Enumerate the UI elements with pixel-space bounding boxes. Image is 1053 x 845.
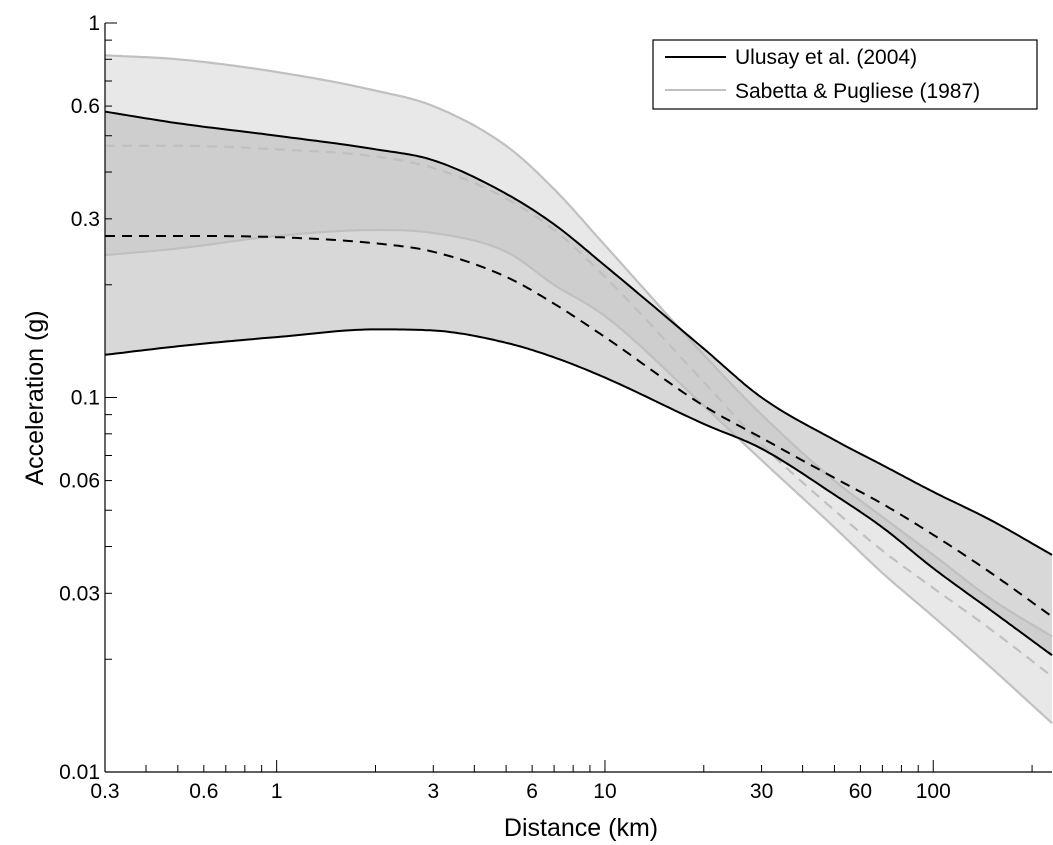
x-tick-label: 6 [526, 780, 538, 803]
legend-box [652, 39, 1038, 110]
curve-upper-sabetta [104, 54, 1053, 638]
curve-median-ulusay [105, 235, 1053, 618]
x-tick-label: 0.6 [189, 780, 218, 803]
curves [104, 54, 1053, 725]
tick-labels: 0.3 0.6 1 3 6 10 30 60 100 0.01 0.03 0.06 0.1 0.3 0.6 1 [59, 12, 951, 803]
y-tick-label: 0.03 [59, 582, 100, 605]
legend: Ulusay et al. (2004) Sabetta & Pugliese … [652, 39, 1038, 110]
confidence-bands [105, 55, 1052, 724]
legend-label-ulusay: Ulusay et al. (2004) [735, 46, 917, 69]
y-tick-label: 0.1 [71, 387, 100, 410]
y-tick-label: 0.06 [59, 470, 100, 493]
band-ulusay [105, 111, 1052, 656]
curve-upper-ulusay [104, 110, 1053, 556]
legend-label-sabetta: Sabetta & Pugliese (1987) [735, 80, 980, 103]
curve-lower-sabetta [104, 228, 1053, 725]
axes [104, 22, 1052, 773]
x-tick-label: 1 [271, 780, 283, 803]
x-tick-label: 30 [750, 780, 773, 803]
curve-median-sabetta [105, 144, 1053, 678]
x-tick-label: 60 [849, 780, 872, 803]
x-tick-label: 100 [916, 780, 951, 803]
x-tick-label: 0.3 [90, 780, 119, 803]
x-tick-label: 10 [593, 780, 616, 803]
x-tick-label: 3 [427, 780, 439, 803]
curve-lower-ulusay [104, 328, 1053, 657]
y-tick-label: 1 [88, 12, 100, 35]
y-tick-label: 0.3 [71, 208, 100, 231]
y-axis-label: Acceleration (g) [21, 310, 49, 485]
y-tick-label: 0.6 [71, 95, 100, 118]
y-tick-label: 0.01 [59, 761, 100, 784]
x-axis-label: Distance (km) [504, 814, 658, 842]
